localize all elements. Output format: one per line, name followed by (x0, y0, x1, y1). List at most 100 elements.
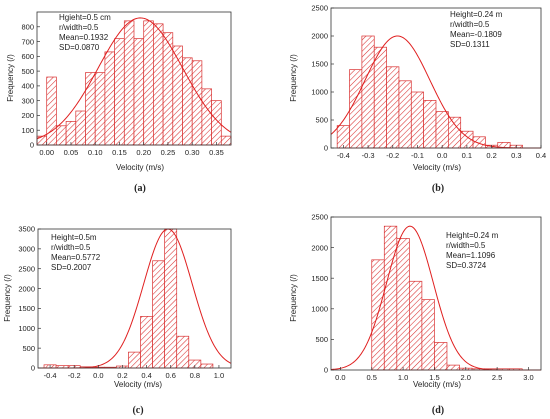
histogram-bar-c-11 (176, 335, 190, 369)
y-tick-label-b-4: 2000 (311, 32, 328, 41)
histogram-bar-a-12 (153, 23, 164, 146)
histogram-bar-c-10 (164, 228, 178, 369)
x-tick-label-c-1: -0.2 (68, 371, 81, 380)
plot-frame-a (36, 11, 232, 146)
x-tick-label-d-3: 1.5 (429, 373, 439, 382)
histogram-bar-a-3 (65, 121, 77, 146)
y-tick-label-a-7: 700 (21, 37, 34, 46)
x-tick-label-c-4: 0.4 (141, 371, 151, 380)
histogram-bar-a-17 (201, 88, 212, 146)
histogram-bar-d-4 (421, 299, 435, 371)
histogram-bar-b-5 (398, 80, 412, 149)
plot-area-b: -0.4 -0.3 -0.2 -0.1 0.0 0.1 0.2 0.3 0.4 0 500 1000 1… (311, 4, 546, 160)
y-tick-label-a-4: 400 (21, 82, 34, 91)
y-axis-label-a: Frequency (/) (6, 54, 15, 102)
plot-area-d: 0.0 0.5 1.0 1.5 2.0 2.5 3.0 0 500 1000 1500 2000 250… (311, 213, 542, 382)
x-tick-label-d-1: 0.5 (367, 373, 377, 382)
histogram-bar-d-5 (434, 342, 448, 371)
x-tick-label-d-0: 0.0 (335, 373, 345, 382)
annotation-sd: SD=0.2007 (51, 263, 92, 272)
annotation-mean: Mean=1.1096 (446, 251, 496, 260)
annotation-block-d: Height=0.24 m r/width=0.5 Mean=1.1096 SD… (446, 231, 499, 270)
annotation-sd: SD=0.3724 (446, 261, 487, 270)
x-tick-label-a-2: 0.10 (88, 148, 103, 157)
x-tick-label-b-2: -0.2 (386, 151, 399, 160)
x-tick-label-b-1: -0.3 (362, 151, 375, 160)
histogram-bar-b-0 (336, 125, 350, 149)
annotation-rwidth: r/width=0.5 (51, 243, 91, 252)
panel-caption-a: (a) (134, 183, 146, 194)
histogram-bar-a-4 (75, 110, 86, 146)
x-tick-label-b-5: 0.1 (462, 151, 472, 160)
histogram-bar-c-13 (200, 363, 214, 369)
y-tick-label-d-5: 2500 (311, 213, 328, 222)
x-tick-label-c-5: 0.6 (165, 371, 175, 380)
y-tick-label-c-1: 500 (22, 344, 35, 353)
annotation-rwidth: r/width=0.5 (446, 241, 486, 250)
x-tick-label-d-6: 3.0 (523, 373, 533, 382)
annotation-mean: Mean=0.1932 (59, 33, 109, 42)
x-tick-label-a-6: 0.30 (185, 148, 200, 157)
x-tick-label-c-0: -0.4 (44, 371, 57, 380)
y-tick-label-d-1: 500 (315, 335, 328, 344)
histogram-bar-d-1 (383, 225, 398, 371)
histogram-bar-a-10 (133, 38, 145, 146)
y-tick-label-a-5: 500 (21, 67, 34, 76)
x-tick-label-b-8: 0.4 (536, 151, 546, 160)
x-tick-label-b-4: 0.0 (437, 151, 447, 160)
plot-area-c: -0.4 -0.2 0.0 0.2 0.4 0.6 0.8 1.0 0 500 1000 1500 20… (18, 225, 232, 380)
annotation-mean: Mean=0.5772 (51, 253, 101, 262)
histogram-bar-a-16 (191, 60, 203, 146)
y-tick-label-b-3: 1500 (311, 60, 328, 69)
x-axis-label-c: Velocity (m/s) (114, 380, 162, 389)
panel-caption-c: (c) (132, 405, 143, 416)
y-tick-label-a-8: 800 (21, 22, 34, 31)
annotation-height: Height=0.24 m (446, 231, 499, 240)
annotation-block-b: Height=0.24 m r/width=0.5 Mean=-0.1809 S… (450, 10, 503, 49)
annotation-block-a: Hgieht=0.5 cm r/width=0.5 Mean=0.1932 SD… (59, 13, 111, 52)
x-tick-label-b-7: 0.3 (511, 151, 521, 160)
histogram-bar-a-7 (104, 51, 115, 146)
y-tick-label-a-3: 300 (21, 96, 34, 105)
y-tick-label-c-7: 3500 (18, 225, 35, 234)
histogram-bar-a-0 (36, 135, 48, 146)
annotation-height: Height=0.5m (51, 233, 97, 242)
annotation-height: Hgieht=0.5 cm (59, 13, 111, 22)
histogram-bar-c-9 (152, 260, 166, 369)
x-tick-label-b-6: 0.2 (486, 151, 496, 160)
x-tick-label-b-3: -0.1 (411, 151, 424, 160)
plot-area-a: 0.00 0.05 0.10 0.15 0.20 0.25 0.30 0.35 0 100 200 3… (21, 11, 232, 157)
y-tick-label-c-4: 2000 (18, 284, 35, 293)
x-tick-label-a-5: 0.25 (161, 148, 176, 157)
histogram-bar-b-4 (386, 66, 400, 149)
y-tick-label-a-0: 0 (30, 141, 34, 150)
histogram-bar-b-9 (448, 116, 462, 149)
histogram-bar-b-6 (410, 91, 424, 149)
x-tick-label-c-2: 0.0 (93, 371, 103, 380)
histogram-bar-c-8 (140, 316, 153, 369)
histogram-bar-a-13 (162, 32, 174, 146)
y-tick-label-d-3: 1500 (311, 274, 328, 283)
x-tick-label-c-3: 0.2 (117, 371, 127, 380)
x-tick-label-a-0: 0.00 (39, 148, 54, 157)
x-axis-label-a: Velocity (m/s) (116, 163, 164, 172)
x-tick-label-a-7: 0.35 (209, 148, 224, 157)
x-tick-label-a-3: 0.15 (112, 148, 127, 157)
annotation-sd: SD=0.1311 (450, 40, 490, 49)
histogram-bar-a-8 (114, 38, 125, 146)
y-axis-label-d: Frequency (/) (289, 274, 298, 322)
panel-c: -0.4 -0.2 0.0 0.2 0.4 0.6 0.8 1.0 0 500 1000 1500 20… (3, 225, 232, 416)
panel-caption-d: (d) (432, 405, 444, 416)
histogram-bar-a-9 (123, 20, 135, 146)
y-tick-label-c-6: 3000 (18, 245, 35, 254)
x-tick-label-b-0: -0.4 (337, 151, 350, 160)
y-axis-label-b: Frequency (/) (289, 54, 298, 102)
histogram-bar-b-3 (373, 46, 387, 149)
histogram-bar-c-7 (128, 351, 141, 369)
histogram-bar-a-14 (172, 45, 183, 146)
y-tick-label-a-1: 100 (21, 126, 34, 135)
panel-b: -0.4 -0.3 -0.2 -0.1 0.0 0.1 0.2 0.3 0.4 0 500 1000 1… (289, 4, 546, 194)
y-tick-label-d-2: 1000 (311, 305, 328, 314)
y-tick-label-a-2: 200 (21, 111, 34, 120)
